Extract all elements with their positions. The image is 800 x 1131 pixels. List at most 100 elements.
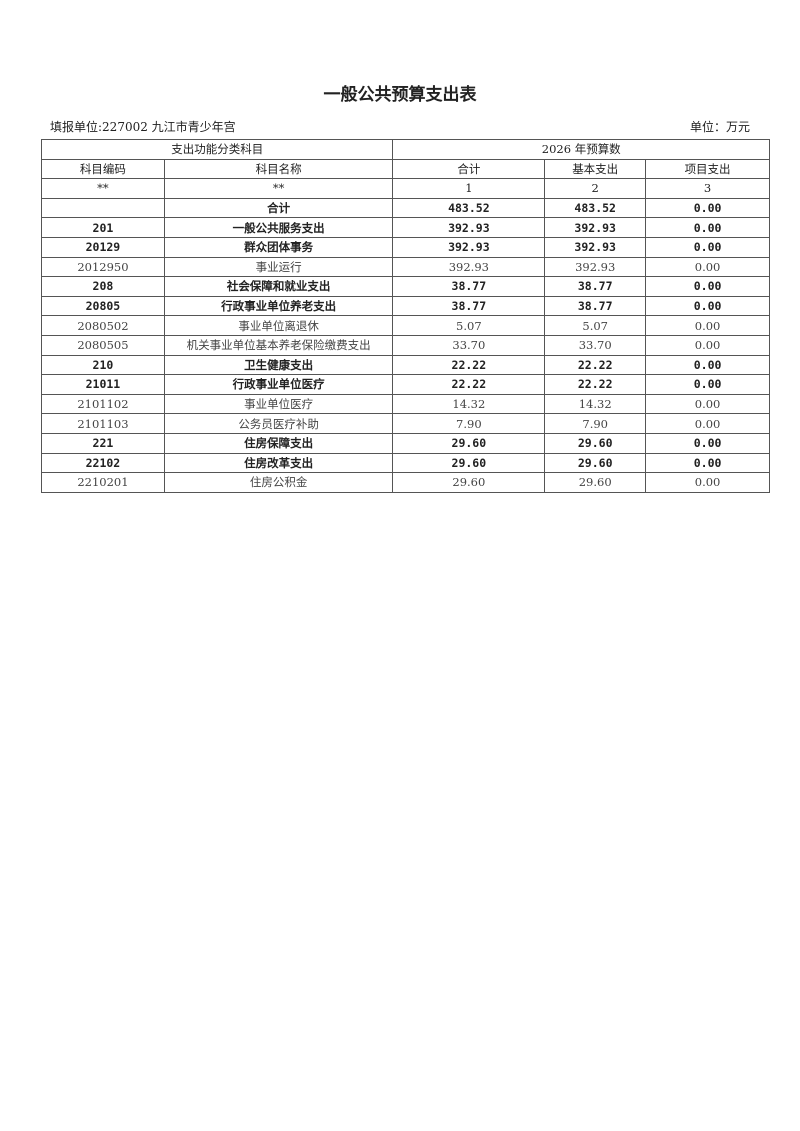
cell-total: 392.93 [392, 217, 546, 238]
cell-total: 483.52 [392, 197, 546, 219]
header-code: 科目编码 [41, 158, 165, 180]
cell-name: 行政事业单位医疗 [163, 374, 394, 395]
cell-basic: 392.93 [544, 236, 647, 258]
index-project: 3 [645, 178, 770, 199]
table-row: 201 一般公共服务支出 392.93 392.93 0.00 [41, 217, 770, 238]
cell-project: 0.00 [645, 452, 770, 474]
header-name: 科目名称 [163, 158, 394, 180]
header-row: 科目编码 科目名称 合计 基本支出 项目支出 [41, 158, 770, 180]
cell-project: 0.00 [645, 432, 770, 454]
cell-total: 29.60 [392, 432, 546, 454]
cell-total: 392.93 [392, 256, 546, 278]
cell-name: 公务员医疗补助 [163, 413, 394, 434]
cell-name: 行政事业单位养老支出 [163, 295, 394, 317]
cell-basic: 29.60 [544, 432, 647, 454]
cell-project: 0.00 [645, 472, 770, 493]
cell-project: 0.00 [645, 295, 770, 317]
table-row: 2080502 事业单位离退休 5.07 5.07 0.00 [41, 315, 770, 336]
table-row: 20129 群众团体事务 392.93 392.93 0.00 [41, 236, 770, 258]
currency-unit: 单位：万元 [689, 120, 750, 134]
header-project: 项目支出 [645, 158, 770, 180]
cell-basic: 38.77 [544, 276, 647, 297]
cell-name: 住房保障支出 [163, 432, 394, 454]
table-row: 2101103 公务员医疗补助 7.90 7.90 0.00 [41, 413, 770, 434]
cell-name: 一般公共服务支出 [163, 217, 394, 238]
table-row: 2210201 住房公积金 29.60 29.60 0.00 [41, 472, 770, 493]
cell-total: 29.60 [392, 452, 546, 474]
table-row: 221 住房保障支出 29.60 29.60 0.00 [41, 432, 770, 454]
cell-name: 合计 [163, 197, 394, 219]
cell-code: 20129 [41, 236, 165, 258]
budget-table: 支出功能分类科目 2026 年预算数 科目编码 科目名称 合计 基本支出 项目支… [40, 139, 770, 493]
index-name: ** [163, 178, 394, 199]
cell-project: 0.00 [645, 276, 770, 297]
cell-basic: 33.70 [544, 334, 647, 356]
cell-code: 2080505 [41, 334, 165, 356]
cell-basic: 483.52 [544, 197, 647, 219]
table-row: 2012950 事业运行 392.93 392.93 0.00 [41, 256, 770, 278]
cell-project: 0.00 [645, 197, 770, 219]
index-total: 1 [392, 178, 546, 199]
cell-name: 住房公积金 [163, 472, 394, 493]
cell-name: 机关事业单位基本养老保险缴费支出 [163, 334, 394, 356]
cell-code: 208 [41, 276, 165, 297]
cell-total: 29.60 [392, 472, 546, 493]
cell-project: 0.00 [645, 413, 770, 434]
cell-basic: 14.32 [544, 393, 647, 415]
cell-basic: 5.07 [544, 315, 647, 336]
table-row: 210 卫生健康支出 22.22 22.22 0.00 [41, 354, 770, 376]
cell-total: 5.07 [392, 315, 546, 336]
cell-basic: 22.22 [544, 354, 647, 376]
table-row: 208 社会保障和就业支出 38.77 38.77 0.00 [41, 276, 770, 297]
cell-basic: 392.93 [544, 256, 647, 278]
cell-project: 0.00 [645, 217, 770, 238]
cell-code: 2101102 [41, 393, 165, 415]
cell-total: 33.70 [392, 334, 546, 356]
cell-name: 卫生健康支出 [163, 354, 394, 376]
cell-project: 0.00 [645, 354, 770, 376]
cell-project: 0.00 [645, 393, 770, 415]
header-total: 合计 [392, 158, 546, 180]
cell-total: 14.32 [392, 393, 546, 415]
cell-code: 22102 [41, 452, 165, 474]
header-group-budget: 2026 年预算数 [392, 139, 770, 160]
header-group-classification: 支出功能分类科目 [40, 139, 394, 160]
table-row: 2080505 机关事业单位基本养老保险缴费支出 33.70 33.70 0.00 [41, 334, 770, 356]
cell-code [41, 197, 165, 219]
cell-code: 2080502 [41, 315, 165, 336]
cell-name: 住房改革支出 [163, 452, 394, 474]
cell-project: 0.00 [645, 315, 770, 336]
cell-name: 事业单位离退休 [163, 315, 394, 336]
cell-basic: 29.60 [544, 472, 647, 493]
cell-basic: 7.90 [544, 413, 647, 434]
cell-total: 38.77 [392, 276, 546, 297]
cell-code: 2101103 [41, 413, 165, 434]
cell-total: 392.93 [392, 236, 546, 258]
header-basic: 基本支出 [544, 158, 647, 180]
cell-name: 群众团体事务 [163, 236, 394, 258]
table-row: 2101102 事业单位医疗 14.32 14.32 0.00 [41, 393, 770, 415]
cell-project: 0.00 [645, 256, 770, 278]
cell-name: 事业单位医疗 [163, 393, 394, 415]
cell-code: 221 [41, 432, 165, 454]
cell-basic: 392.93 [544, 217, 647, 238]
cell-basic: 29.60 [544, 452, 647, 474]
cell-total: 7.90 [392, 413, 546, 434]
table-row: 22102 住房改革支出 29.60 29.60 0.00 [41, 452, 770, 474]
header-group-row: 支出功能分类科目 2026 年预算数 [40, 139, 770, 160]
cell-project: 0.00 [645, 374, 770, 395]
cell-basic: 22.22 [544, 374, 647, 395]
cell-code: 210 [41, 354, 165, 376]
cell-basic: 38.77 [544, 295, 647, 317]
reporting-org: 填报单位:227002 九江市青少年宫 [50, 120, 236, 134]
column-index-row: ** ** 1 2 3 [41, 178, 770, 199]
table-row: 21011 行政事业单位医疗 22.22 22.22 0.00 [41, 374, 770, 395]
cell-code: 201 [41, 217, 165, 238]
cell-code: 21011 [41, 374, 165, 395]
cell-project: 0.00 [645, 334, 770, 356]
cell-code: 2210201 [41, 472, 165, 493]
cell-total: 22.22 [392, 374, 546, 395]
table-row: 20805 行政事业单位养老支出 38.77 38.77 0.00 [41, 295, 770, 317]
cell-code: 2012950 [41, 256, 165, 278]
cell-total: 22.22 [392, 354, 546, 376]
